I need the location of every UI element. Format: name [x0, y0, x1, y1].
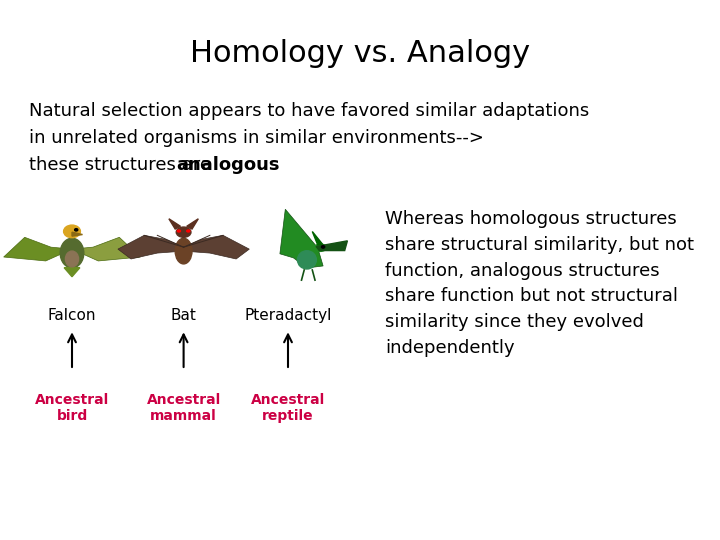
Text: Ancestral
mammal: Ancestral mammal: [146, 393, 221, 423]
Polygon shape: [72, 237, 140, 261]
Polygon shape: [280, 209, 323, 268]
Text: Pteradactyl: Pteradactyl: [244, 308, 332, 323]
Ellipse shape: [75, 228, 78, 231]
Ellipse shape: [315, 244, 326, 252]
Text: Bat: Bat: [171, 308, 197, 323]
Ellipse shape: [63, 225, 81, 238]
Text: in unrelated organisms in similar environments-->: in unrelated organisms in similar enviro…: [29, 129, 484, 147]
Text: Homology vs. Analogy: Homology vs. Analogy: [190, 39, 530, 69]
Ellipse shape: [60, 238, 84, 268]
Polygon shape: [169, 219, 181, 229]
Polygon shape: [312, 232, 323, 245]
Polygon shape: [186, 219, 198, 229]
Ellipse shape: [322, 246, 325, 248]
Text: Ancestral
reptile: Ancestral reptile: [251, 393, 325, 423]
Ellipse shape: [177, 230, 181, 232]
Ellipse shape: [176, 227, 191, 237]
Text: analogous: analogous: [176, 156, 279, 174]
Text: these structures are: these structures are: [29, 156, 217, 174]
Polygon shape: [316, 241, 348, 251]
Text: Falcon: Falcon: [48, 308, 96, 323]
Polygon shape: [72, 232, 83, 236]
Text: Whereas homologous structures
share structural similarity, but not
function, ana: Whereas homologous structures share stru…: [385, 210, 694, 357]
Ellipse shape: [66, 251, 78, 267]
Text: Ancestral
bird: Ancestral bird: [35, 393, 109, 423]
Ellipse shape: [175, 238, 192, 264]
Polygon shape: [64, 268, 80, 276]
Ellipse shape: [297, 251, 316, 269]
Polygon shape: [118, 235, 184, 259]
Polygon shape: [184, 235, 249, 259]
Ellipse shape: [186, 230, 190, 232]
Text: Natural selection appears to have favored similar adaptations: Natural selection appears to have favore…: [29, 102, 589, 120]
Polygon shape: [4, 237, 72, 261]
